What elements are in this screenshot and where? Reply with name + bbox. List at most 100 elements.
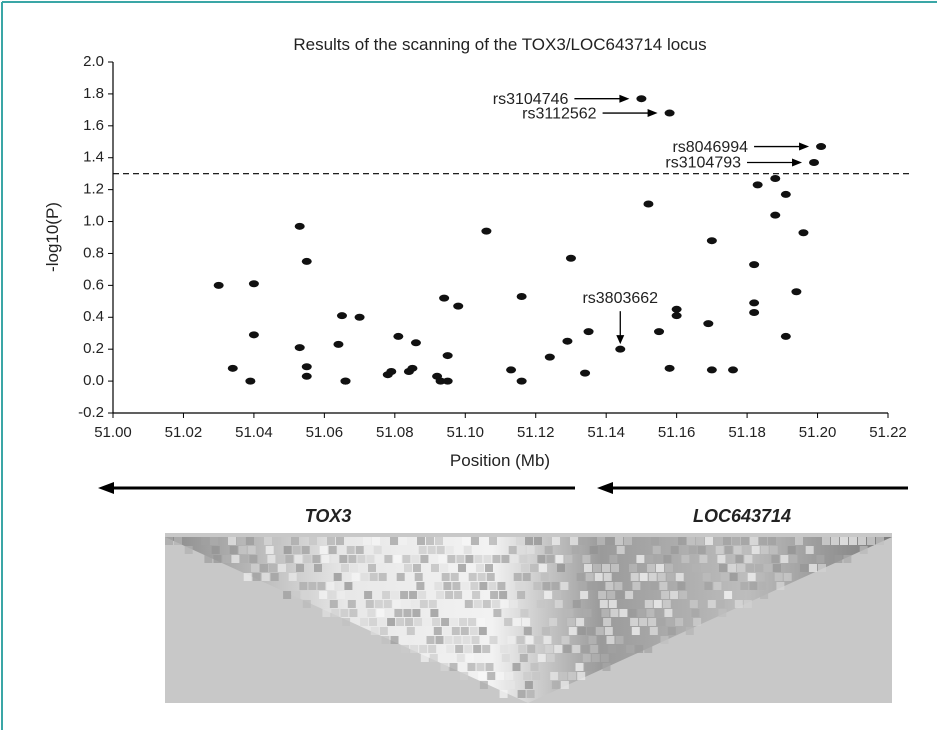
ld-cell bbox=[252, 573, 261, 581]
ld-cell bbox=[718, 609, 727, 617]
ld-cell bbox=[394, 609, 403, 617]
ld-cell bbox=[554, 600, 563, 608]
data-point bbox=[435, 377, 446, 385]
ld-cell bbox=[417, 537, 425, 545]
ld-cell bbox=[536, 600, 545, 608]
ld-cell bbox=[477, 573, 486, 581]
data-point bbox=[809, 159, 820, 167]
data-point bbox=[544, 353, 555, 361]
ld-cell bbox=[537, 654, 546, 662]
ld-cell bbox=[646, 609, 655, 617]
ld-cell bbox=[456, 654, 465, 662]
ld-cell bbox=[390, 636, 399, 644]
ld-cell bbox=[517, 690, 526, 698]
ld-cell bbox=[615, 537, 623, 545]
ld-cell bbox=[521, 564, 529, 572]
ld-cell bbox=[516, 537, 524, 545]
ld-cell bbox=[261, 573, 270, 581]
ld-cell bbox=[276, 555, 285, 563]
y-tick-label: -0.2 bbox=[78, 404, 104, 421]
ld-cell bbox=[436, 591, 445, 599]
ld-cell bbox=[492, 555, 501, 563]
y-tick-label: 1.6 bbox=[83, 117, 104, 134]
ld-cell bbox=[505, 672, 514, 680]
x-tick-label: 51.20 bbox=[799, 424, 837, 441]
ld-cell bbox=[184, 546, 193, 554]
ld-cell bbox=[326, 582, 335, 590]
ld-cell bbox=[375, 555, 384, 563]
ld-cell bbox=[341, 564, 349, 572]
data-point bbox=[227, 364, 238, 372]
ld-cell bbox=[450, 618, 459, 626]
ld-cell bbox=[575, 663, 584, 671]
data-point bbox=[453, 302, 464, 310]
ld-cell bbox=[240, 555, 249, 563]
ld-cell bbox=[667, 627, 676, 635]
ld-cell bbox=[390, 537, 398, 545]
ld-cell bbox=[719, 564, 727, 572]
ld-cell bbox=[363, 537, 371, 545]
ld-cell bbox=[450, 573, 459, 581]
ld-cell bbox=[635, 645, 644, 653]
ld-cell bbox=[616, 591, 625, 599]
ld-cell bbox=[460, 672, 469, 680]
ld-cell bbox=[317, 582, 326, 590]
ld-cell bbox=[585, 573, 594, 581]
ld-cell bbox=[327, 537, 335, 545]
ld-cell bbox=[463, 546, 472, 554]
ld-cell bbox=[614, 582, 623, 590]
ld-cell bbox=[568, 672, 577, 680]
ld-cell bbox=[309, 537, 317, 545]
data-point bbox=[749, 261, 760, 269]
ld-cell bbox=[632, 582, 641, 590]
ld-cell bbox=[563, 645, 572, 653]
ld-cell bbox=[296, 564, 304, 572]
ld-cell bbox=[303, 555, 312, 563]
ld-cell bbox=[595, 627, 604, 635]
ld-cell bbox=[572, 645, 581, 653]
ld-cell bbox=[664, 609, 673, 617]
ld-cell bbox=[602, 663, 611, 671]
ld-cell bbox=[340, 609, 349, 617]
ld-cell bbox=[606, 537, 614, 545]
ld-cell bbox=[447, 555, 456, 563]
ld-cell bbox=[660, 636, 669, 644]
annotation: rs3104793 bbox=[665, 155, 741, 172]
ld-cell bbox=[322, 609, 331, 617]
ld-cell bbox=[210, 537, 218, 545]
ld-cell bbox=[473, 600, 482, 608]
ld-cell bbox=[542, 582, 551, 590]
ld-cell bbox=[471, 636, 480, 644]
data-point bbox=[516, 377, 527, 385]
ld-cell bbox=[399, 537, 407, 545]
ld-cell bbox=[504, 618, 513, 626]
ld-cell bbox=[483, 555, 492, 563]
ld-cell bbox=[423, 618, 432, 626]
data-point bbox=[583, 328, 594, 336]
ld-cell bbox=[693, 618, 702, 626]
ld-cell bbox=[650, 582, 659, 590]
ld-cell bbox=[452, 582, 461, 590]
ld-cell bbox=[661, 591, 670, 599]
ld-cell bbox=[501, 654, 510, 662]
ld-cell bbox=[432, 618, 441, 626]
ld-cell bbox=[582, 555, 591, 563]
ld-cell bbox=[735, 555, 744, 563]
ld-cell bbox=[729, 573, 738, 581]
ld-cell bbox=[653, 600, 662, 608]
ld-cell bbox=[211, 546, 220, 554]
ld-cell bbox=[681, 555, 690, 563]
ld-cell bbox=[747, 573, 756, 581]
ld-cell bbox=[458, 564, 466, 572]
ld-cell bbox=[546, 555, 555, 563]
ld-cell bbox=[329, 600, 338, 608]
ld-cell bbox=[510, 555, 519, 563]
ld-cell bbox=[312, 555, 321, 563]
ld-cell bbox=[647, 564, 655, 572]
ld-cell bbox=[434, 582, 443, 590]
ld-cell bbox=[301, 546, 310, 554]
data-point bbox=[664, 109, 675, 117]
ld-cell bbox=[399, 636, 408, 644]
ld-cell bbox=[702, 573, 711, 581]
